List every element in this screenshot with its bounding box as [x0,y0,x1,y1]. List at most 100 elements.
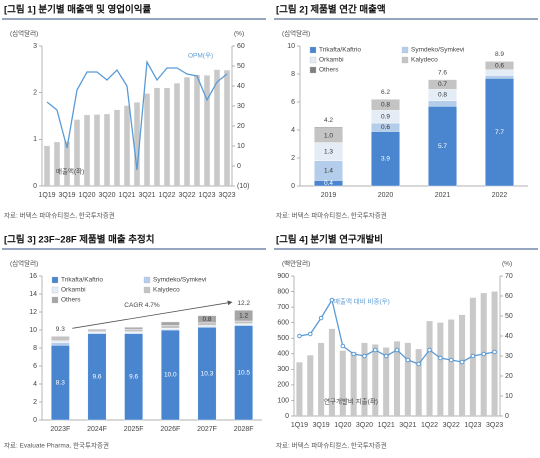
bar [134,102,140,186]
x-tick-label: 2024F [87,426,107,433]
x-tick-label: 3Q23 [486,422,503,429]
y-tick-label: 300 [277,366,289,373]
bar-segment [234,320,254,324]
bar-segment [50,342,70,346]
y-tick-label: 2 [33,399,37,406]
bar [448,319,455,416]
value-label: 10.0 [164,372,177,379]
bar [44,145,50,186]
bar [124,105,130,186]
bar-segment [428,105,457,187]
y-tick-label: 8 [291,71,295,78]
bar [144,93,150,186]
bar [393,341,401,416]
y-tick-label: 12 [29,309,37,316]
series-label: OPM(우) [188,52,213,60]
y2-tick-label: 0 [505,413,509,420]
legend-label: Orkambi [319,57,344,64]
y2-tick-label: 50 [505,313,513,320]
y2-tick-label: 20 [237,123,245,130]
total-label: 7.6 [438,69,447,76]
line-marker [351,351,356,357]
line-marker [416,361,421,367]
y-tick-label: 0 [291,183,295,190]
y-axis-unit: (십억달러) [282,29,310,38]
bar-segment [87,328,107,333]
x-tick-label: 3Q19 [313,422,330,429]
legend-label: Symdeko/Symkevi [153,277,206,284]
value-label: 3.9 [381,155,390,162]
value-label: 0.8 [202,316,211,323]
line-marker [373,347,378,353]
value-label: 10.3 [201,370,214,377]
y-tick-label: 6 [33,363,37,370]
y2-tick-label: 30 [505,353,513,360]
value-label: 10.5 [237,369,250,376]
bar [350,352,357,416]
x-tick-label: 2020 [378,192,394,199]
bar [174,83,180,186]
x-tick-label: 3Q22 [443,422,460,429]
y-tick-label: 10 [29,327,37,334]
line-marker [394,347,400,353]
x-tick-label: 1Q19 [38,192,55,199]
line-marker [448,357,454,363]
line-marker [492,349,497,355]
bar [54,142,60,186]
bar-segment [160,321,180,326]
legend-swatch [51,276,59,284]
total-label: 6.2 [381,89,390,96]
bar-segment [371,98,400,111]
x-tick-label: 3Q23 [218,192,235,199]
bar [154,88,160,186]
bar [94,114,100,186]
value-label: 1.3 [324,148,333,155]
cagr-arrow [72,300,233,329]
y-axis-unit: (백만달러) [282,259,310,268]
value-label: 5.7 [438,143,447,150]
y2-tick-label: (10) [237,183,249,190]
value-label: 0.9 [381,113,390,120]
legend-swatch [401,46,409,54]
y2-tick-label: 30 [237,103,245,110]
source: 자료: 버텍스 파마슈티컬스, 한국투자증권 [276,211,387,220]
value-label: 0.6 [495,62,504,69]
bar-segment [485,75,514,79]
bar [214,69,220,186]
y-tick-label: 900 [277,273,289,280]
x-tick-label: 3Q22 [178,192,195,199]
x-tick-label: 2028F [234,426,254,433]
y-tick-label: 200 [277,382,289,389]
y-tick-label: 100 [277,397,289,404]
line-marker [470,353,476,359]
y-tick-label: 10 [287,43,295,50]
x-tick-label: 2021 [435,192,451,199]
y-tick-label: 2 [291,155,295,162]
line-marker [329,297,335,303]
bar-segment [124,327,144,330]
bar-segment [197,322,217,326]
bar [459,314,466,416]
y2-tick-label: 70 [505,273,513,280]
y-axis-unit: (십억달러) [10,259,38,268]
legend-label: Symdeko/Symkevi [411,47,464,54]
bar [204,75,210,186]
value-label: 0.6 [381,124,390,131]
bar-segment [50,340,70,343]
y-tick-label: 14 [29,291,37,298]
y-tick-label: 1 [33,136,37,143]
y-tick-label: 800 [277,288,289,295]
y-tick-label: 6 [291,99,295,106]
y2-tick-label: 40 [505,333,513,340]
x-tick-label: 1Q23 [198,192,215,199]
bar [224,70,230,186]
bar [64,141,70,186]
bar-segment [160,325,180,329]
bar-segment [124,328,144,333]
bar [184,77,190,186]
x-tick-label: 1Q21 [378,422,395,429]
series-label: 매출액(좌) [56,167,84,176]
x-tick-label: 2025F [124,426,144,433]
total-label: 4.2 [324,117,333,124]
